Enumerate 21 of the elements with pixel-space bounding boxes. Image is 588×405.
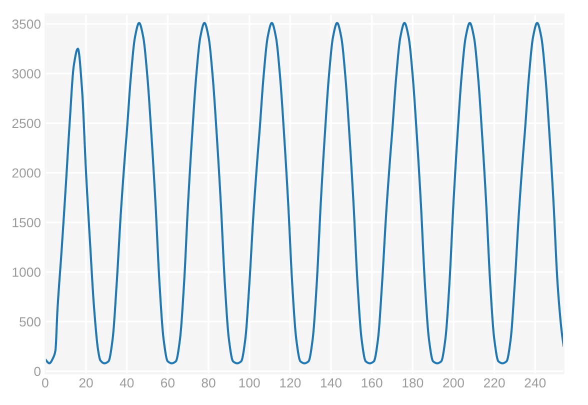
y-tick-label: 2000 [12, 168, 41, 178]
x-tick-label: 0 [42, 378, 48, 388]
x-tick-label: 220 [484, 378, 505, 388]
x-tick-label: 40 [120, 378, 134, 388]
x-tick-label: 20 [79, 378, 93, 388]
x-tick-label: 140 [321, 378, 342, 388]
y-tick-label: 0 [34, 366, 41, 376]
y-tick-label: 500 [20, 317, 41, 327]
x-tick-label: 200 [443, 378, 464, 388]
x-tick-label: 60 [161, 378, 175, 388]
x-tick-label: 120 [280, 378, 301, 388]
y-tick-label: 3000 [12, 69, 41, 78]
x-tick-label: 100 [239, 378, 260, 388]
x-tick-label: 180 [402, 378, 424, 388]
y-tick-label: 1500 [12, 218, 41, 228]
x-tick-label: 160 [362, 378, 382, 388]
y-tick-label: 3500 [12, 20, 41, 29]
x-tick-label: 80 [202, 378, 216, 388]
y-tick-label: 1000 [12, 268, 41, 277]
x-tick-label: 240 [524, 378, 546, 388]
y-tick-label: 2500 [12, 118, 41, 128]
